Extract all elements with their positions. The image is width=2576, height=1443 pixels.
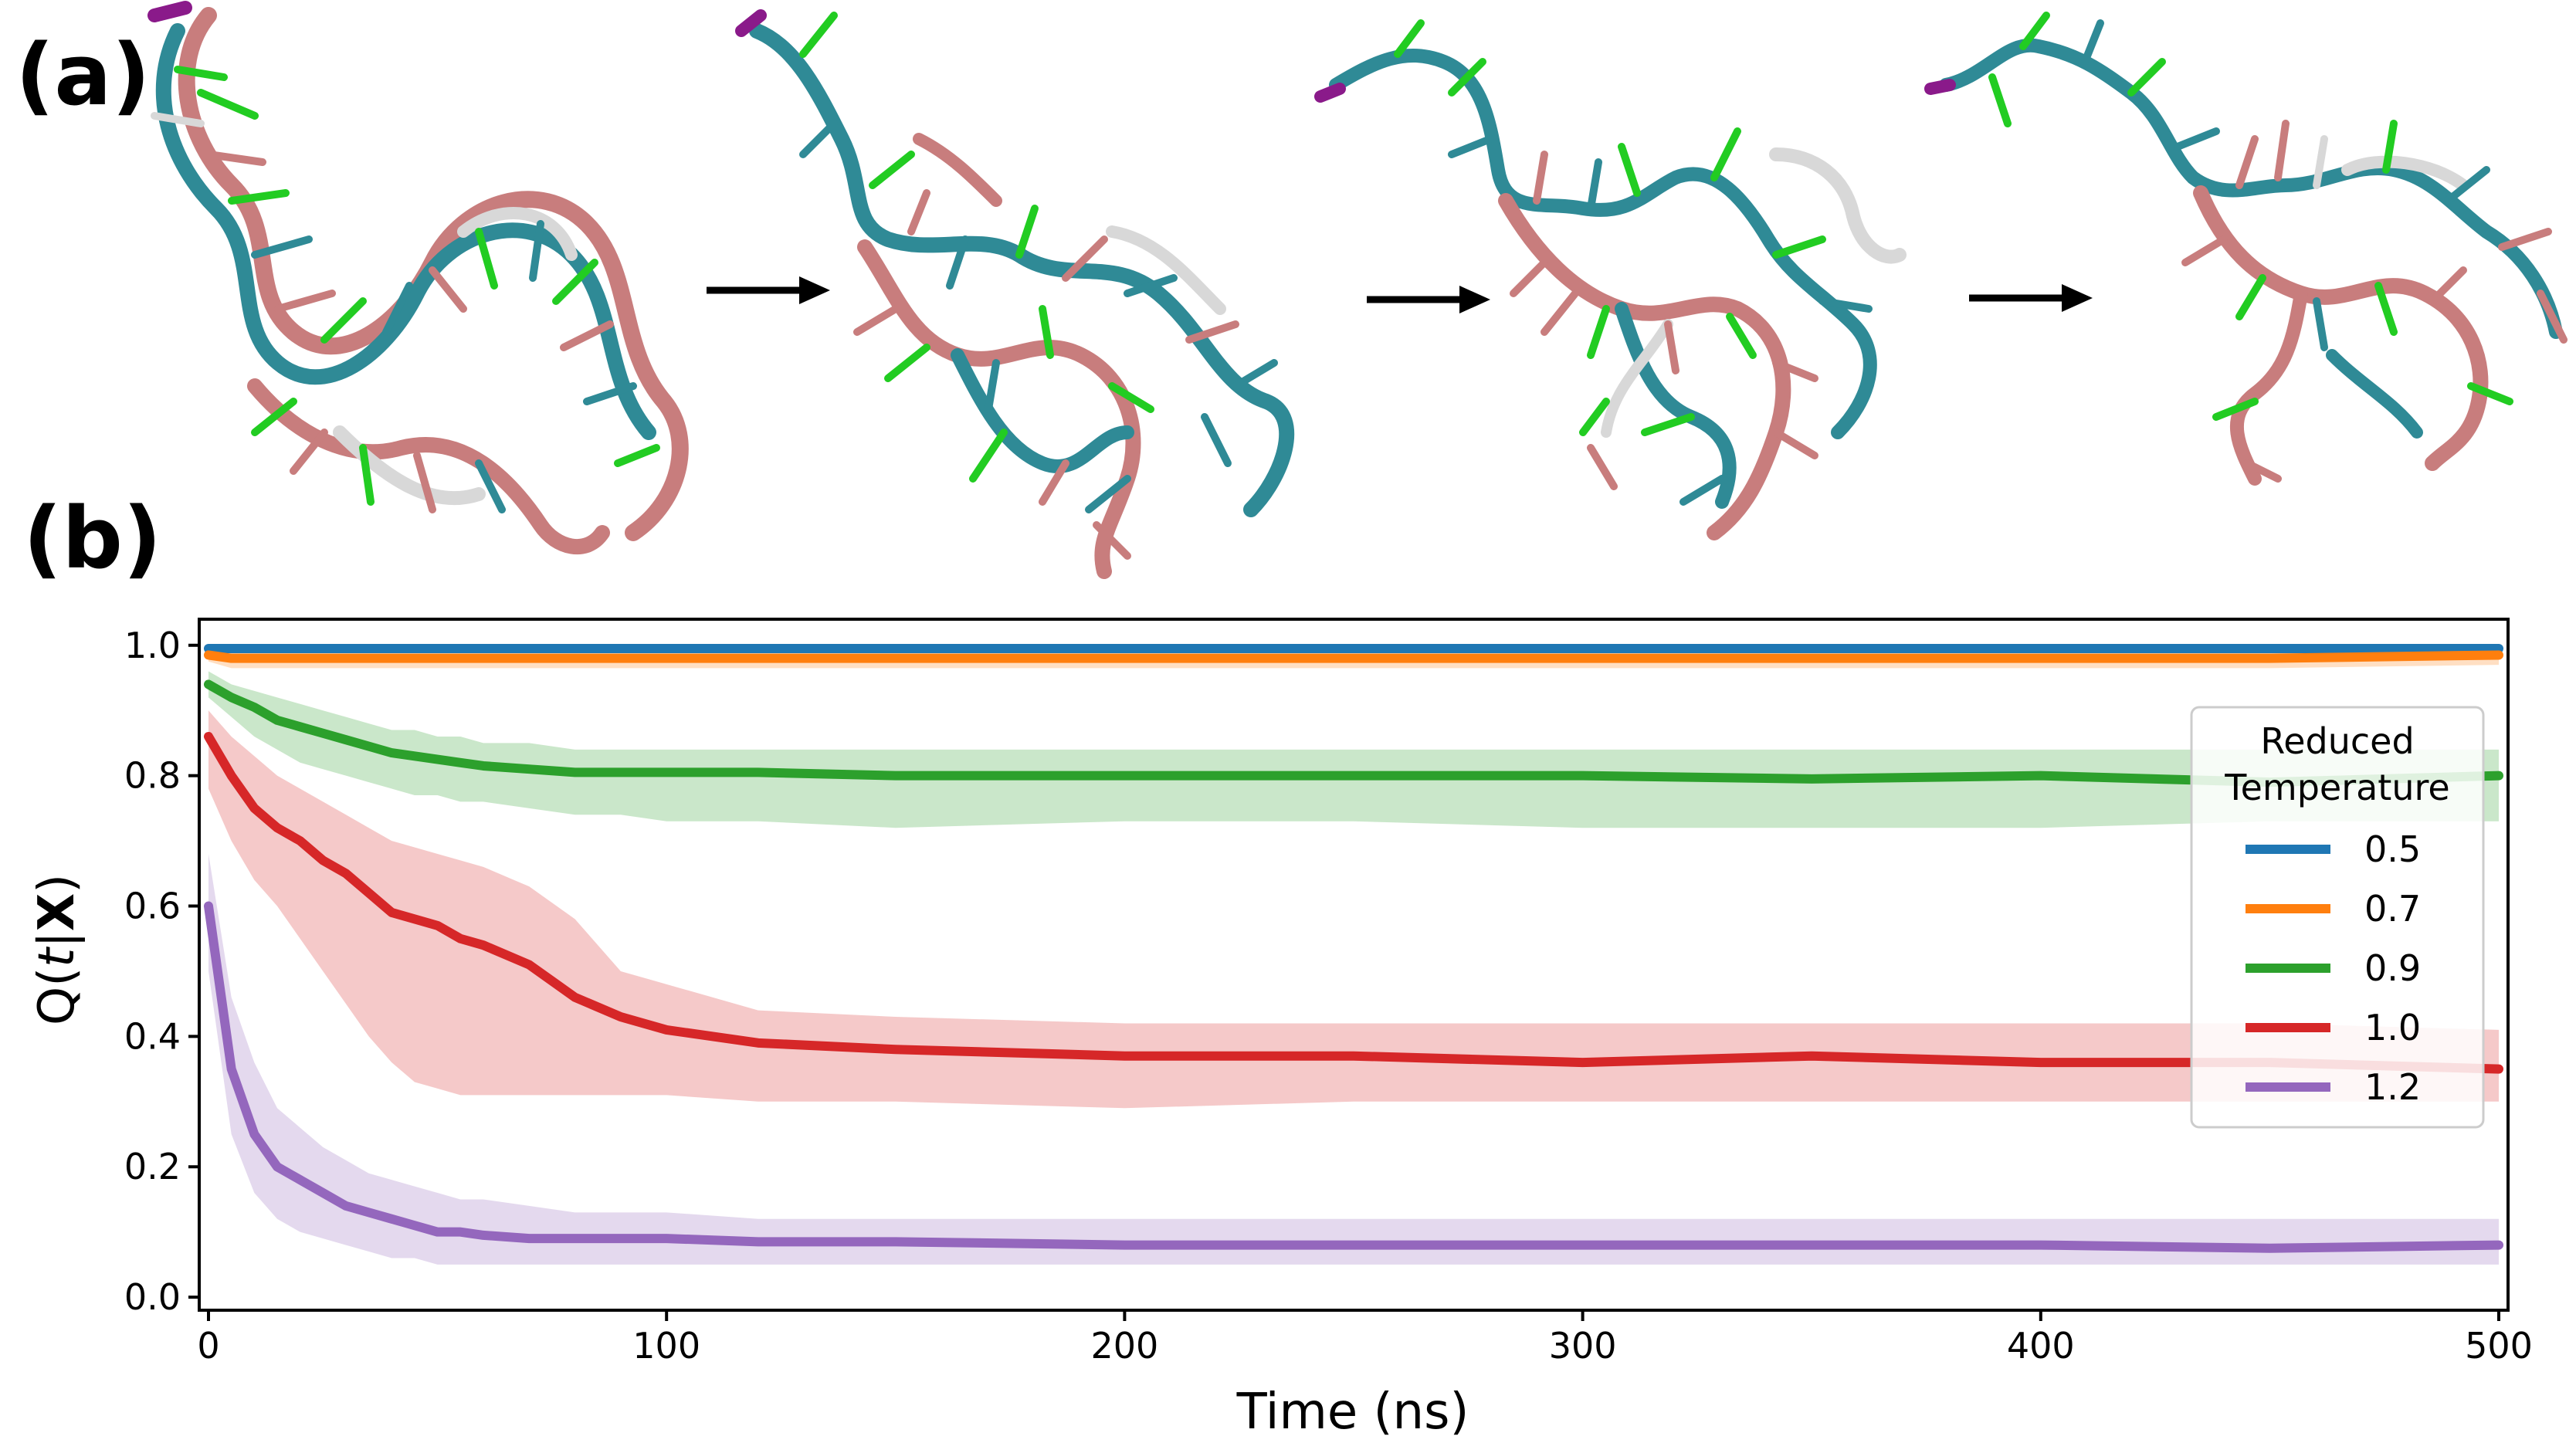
legend-label-0-9: 0.9 xyxy=(2364,947,2421,989)
y-tick-label: 1.0 xyxy=(124,625,181,666)
rna-structure-intermediate-2 xyxy=(1314,19,1907,540)
x-axis-ticks: 0 100 200 300 400 500 xyxy=(197,1310,2533,1367)
legend-label-0-5: 0.5 xyxy=(2364,828,2421,870)
x-tick-label: 400 xyxy=(2007,1325,2075,1367)
legend-box xyxy=(2190,706,2485,1129)
band-1-2 xyxy=(208,853,2499,1265)
panel-b-label: (b) xyxy=(23,489,161,588)
legend-title-line2: Temperature xyxy=(2224,767,2449,808)
rna-structure-folded xyxy=(147,1,689,554)
band-0-9 xyxy=(208,671,2499,828)
y-tick-label: 0.4 xyxy=(124,1015,181,1057)
y-axis-label-x: X xyxy=(29,893,86,931)
x-tick-label: 0 xyxy=(197,1325,219,1367)
confidence-bands xyxy=(208,645,2499,1265)
series-lines xyxy=(204,643,2503,1253)
legend: Reduced Temperature 0.5 0.7 0.9 1.0 1.2 xyxy=(2190,706,2485,1129)
arrow-3 xyxy=(1969,284,2093,312)
line-1-2 xyxy=(204,901,2503,1253)
x-tick-label: 500 xyxy=(2465,1325,2533,1367)
y-tick-label: 0.2 xyxy=(124,1146,181,1187)
q-vs-time-chart: 0 100 200 300 400 500 0.0 0.2 0.4 0.6 0.8 1.0 Time… xyxy=(29,618,2533,1441)
rna-structure-unfolded xyxy=(1924,12,2568,486)
y-axis-label-t: t xyxy=(29,946,86,967)
x-tick-label: 300 xyxy=(1549,1325,1617,1367)
x-axis-label: Time (ns) xyxy=(1236,1384,1469,1441)
line-0-9 xyxy=(204,679,2503,788)
y-axis-ticks: 0.0 0.2 0.4 0.6 0.8 1.0 xyxy=(124,625,199,1318)
x-tick-label: 200 xyxy=(1090,1325,1158,1367)
arrow-2 xyxy=(1367,286,1490,313)
y-tick-label: 0.8 xyxy=(124,755,181,797)
plot-frame xyxy=(198,618,2510,1312)
line-0-7 xyxy=(204,650,2503,663)
legend-entries: 0.5 0.7 0.9 1.0 1.2 xyxy=(2246,828,2421,1108)
legend-label-1-0: 1.0 xyxy=(2364,1007,2421,1048)
y-tick-label: 0.6 xyxy=(124,886,181,927)
rna-structure-intermediate-1 xyxy=(735,9,1295,579)
legend-label-0-7: 0.7 xyxy=(2364,888,2421,930)
y-tick-label: 0.0 xyxy=(124,1276,181,1318)
y-axis-label-close: ) xyxy=(29,874,86,893)
legend-label-1-2: 1.2 xyxy=(2364,1066,2421,1108)
y-axis-label-bar: | xyxy=(29,931,86,948)
arrow-1 xyxy=(707,276,830,304)
line-1-0 xyxy=(204,731,2503,1074)
rna-structure-sequence xyxy=(147,1,2568,579)
y-axis-label-q: Q( xyxy=(29,967,86,1025)
panel-a-label: (a) xyxy=(15,25,151,124)
legend-title-line1: Reduced xyxy=(2260,720,2414,762)
y-axis-label: Q(t|X) xyxy=(29,874,86,1025)
x-tick-label: 100 xyxy=(632,1325,700,1367)
